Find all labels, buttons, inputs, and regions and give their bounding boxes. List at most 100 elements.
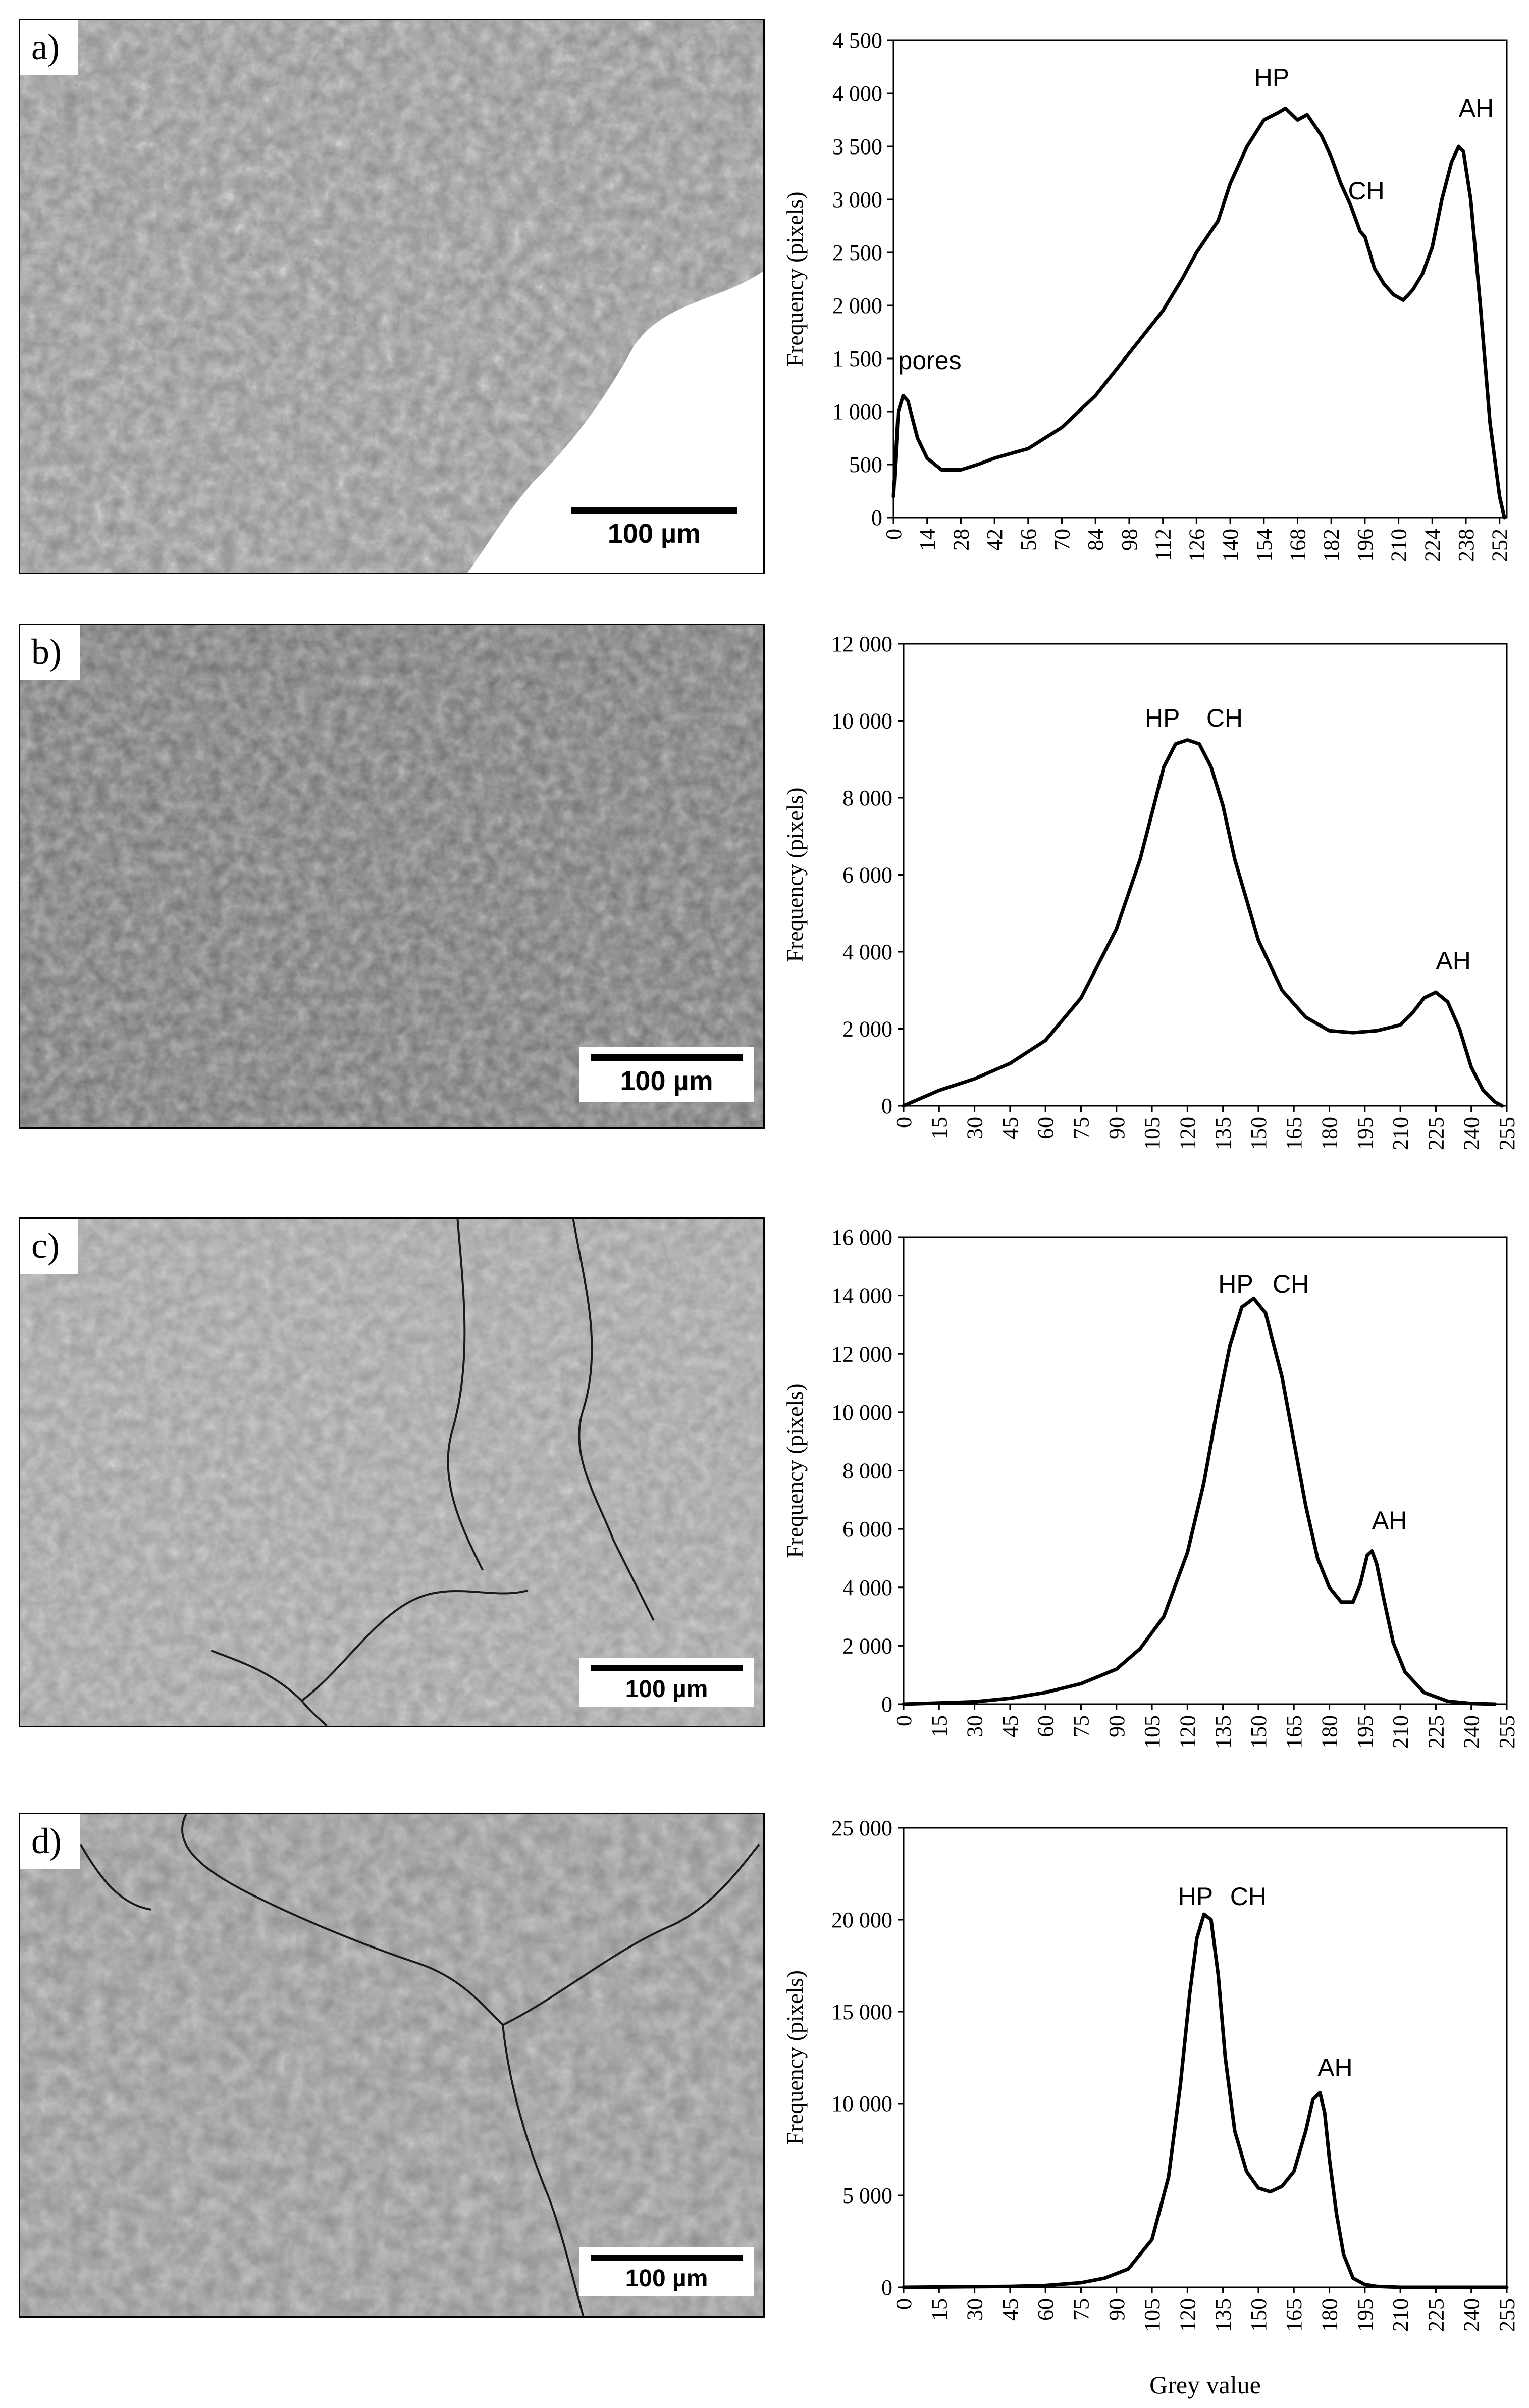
chart-3-peak-label: HP xyxy=(1178,1882,1213,1911)
chart-0-x-tick-label: 28 xyxy=(948,529,973,551)
chart-a: 0 500 1 000 1 500 2 000 2 500 3 000 3 500 4 000 4… xyxy=(772,10,1519,586)
chart-1-y-tick-label: 6 000 xyxy=(842,863,892,888)
chart-2-y-tick-label: 2 000 xyxy=(842,1633,892,1658)
chart-svg-2: 0 2 000 4 000 6 000 8 000 10 000 12 000 14 000 1… xyxy=(782,1225,1519,1749)
chart-2-x-tick-label: 210 xyxy=(1388,1715,1413,1749)
chart-2-x-tick-label: 60 xyxy=(1033,1715,1058,1737)
chart-1-x-tick-label: 30 xyxy=(963,1117,987,1139)
chart-2-x-tick-label: 165 xyxy=(1282,1715,1306,1749)
chart-2-x-tick-label: 120 xyxy=(1175,1715,1200,1749)
scale-bar-a: 100 µm xyxy=(558,500,750,554)
chart-3-x-tick-label: 135 xyxy=(1211,2298,1236,2332)
chart-2-y-tick-label: 12 000 xyxy=(831,1342,892,1366)
chart-2-x-tick-label: 15 xyxy=(927,1715,952,1737)
chart-3-x-tick-label: 180 xyxy=(1317,2298,1342,2332)
chart-0-x-tick-label: 84 xyxy=(1083,529,1108,551)
panel-label-b: b) xyxy=(20,625,80,680)
chart-0-plot-frame xyxy=(892,39,1508,519)
chart-0-y-axis-label: Frequency (pixels) xyxy=(782,191,808,366)
chart-b: 0 2 000 4 000 6 000 8 000 10 000 12 000 0 15 30 45… xyxy=(772,613,1519,1179)
chart-1-x-tick-label: 75 xyxy=(1069,1117,1093,1139)
chart-svg-0: 0 500 1 000 1 500 2 000 2 500 3 000 3 500 4 000 4… xyxy=(782,28,1512,562)
chart-0-x-tick-label: 112 xyxy=(1151,529,1176,561)
chart-3-plot-frame xyxy=(903,1827,1508,2288)
chart-0-x-tick-label: 126 xyxy=(1184,529,1209,562)
chart-1-x-tick-label: 165 xyxy=(1282,1117,1306,1150)
crack-lines-d xyxy=(79,1814,760,2316)
micrograph-image-a xyxy=(20,20,763,573)
chart-3-x-tick-label: 0 xyxy=(891,2298,916,2310)
chart-2-y-tick-label: 0 xyxy=(881,1692,892,1717)
chart-2-x-tick-label: 180 xyxy=(1317,1715,1342,1749)
chart-1-peak-label: CH xyxy=(1206,704,1243,732)
scale-bar-label-c: 100 µm xyxy=(625,1676,708,1703)
chart-3-x-tick-label: 105 xyxy=(1140,2298,1165,2332)
micrograph-a: a) 100 µm xyxy=(19,19,765,574)
chart-2-peak-label: HP xyxy=(1218,1270,1253,1298)
scale-bar-b: 100 µm xyxy=(579,1047,754,1102)
chart-0-x-tick-label: 224 xyxy=(1420,529,1445,562)
chart-1-y-tick-label: 8 000 xyxy=(842,786,892,810)
chart-1-x-tick-label: 45 xyxy=(998,1117,1023,1139)
chart-svg-3: 0 5 000 10 000 15 000 20 000 25 000 0 15 30 45 60 7… xyxy=(782,1816,1519,2399)
chart-0-x-tick-label: 168 xyxy=(1285,529,1310,562)
chart-3-x-tick-label: 195 xyxy=(1353,2298,1378,2332)
chart-1-peak-label: HP xyxy=(1145,704,1180,732)
chart-2-x-tick-label: 90 xyxy=(1104,1715,1129,1737)
chart-0-y-tick-label: 4 000 xyxy=(832,81,882,106)
chart-1-x-tick-label: 225 xyxy=(1423,1117,1448,1150)
chart-2-y-tick-label: 8 000 xyxy=(842,1459,892,1483)
chart-0-x-tick-label: 42 xyxy=(982,529,1007,551)
chart-2-y-tick-label: 16 000 xyxy=(831,1225,892,1250)
chart-2-x-tick-label: 105 xyxy=(1140,1715,1165,1749)
chart-1-x-tick-label: 195 xyxy=(1353,1117,1378,1150)
chart-3-x-tick-label: 45 xyxy=(998,2298,1023,2321)
chart-3-x-tick-label: 90 xyxy=(1104,2298,1129,2321)
scale-bar-c: 100 µm xyxy=(579,1658,754,1707)
chart-1-y-tick-label: 4 000 xyxy=(842,940,892,964)
chart-svg-1: 0 2 000 4 000 6 000 8 000 10 000 12 000 0 15 30 45… xyxy=(782,632,1519,1150)
chart-3-x-tick-label: 75 xyxy=(1069,2298,1093,2321)
chart-0-x-tick-label: 238 xyxy=(1454,529,1479,562)
chart-0-x-tick-label: 210 xyxy=(1387,529,1411,562)
micrograph-image-c xyxy=(20,1219,763,1726)
chart-1-x-tick-label: 60 xyxy=(1033,1117,1058,1139)
chart-0-x-tick-label: 14 xyxy=(915,529,940,551)
chart-1-x-tick-label: 135 xyxy=(1211,1117,1236,1150)
chart-0-x-tick-label: 182 xyxy=(1319,529,1344,562)
chart-3-x-tick-label: 255 xyxy=(1495,2298,1519,2332)
chart-2-y-tick-label: 6 000 xyxy=(842,1517,892,1542)
chart-0-y-tick-label: 2 500 xyxy=(832,240,882,265)
chart-0-x-tick-label: 98 xyxy=(1117,529,1142,551)
chart-1-y-tick-label: 10 000 xyxy=(831,709,892,734)
chart-0-y-tick-label: 4 500 xyxy=(832,28,882,53)
chart-0-y-tick-label: 3 000 xyxy=(832,187,882,212)
chart-2-x-tick-label: 255 xyxy=(1495,1715,1519,1749)
chart-1-y-axis-label: Frequency (pixels) xyxy=(782,787,808,962)
chart-3-x-tick-label: 150 xyxy=(1246,2298,1271,2332)
chart-3-peak-label: AH xyxy=(1317,2053,1352,2081)
chart-1-plot-frame xyxy=(903,643,1508,1107)
chart-1-peak-label: AH xyxy=(1436,946,1470,975)
chart-1-x-tick-label: 0 xyxy=(891,1117,916,1128)
chart-3-x-tick-label: 60 xyxy=(1033,2298,1058,2321)
micrograph-d: d) 100 µm xyxy=(19,1813,765,2318)
chart-1-x-tick-label: 105 xyxy=(1140,1117,1165,1150)
micrograph-image-d xyxy=(20,1814,763,2316)
chart-1-x-tick-label: 180 xyxy=(1317,1117,1342,1150)
chart-3-x-tick-label: 210 xyxy=(1388,2298,1413,2332)
micrograph-image-b xyxy=(20,625,763,1127)
chart-2-x-tick-label: 195 xyxy=(1353,1715,1378,1749)
scale-bar-label-a: 100 µm xyxy=(607,519,701,549)
chart-0-x-tick-label: 56 xyxy=(1016,529,1041,551)
chart-0-x-tick-label: 154 xyxy=(1252,529,1277,562)
chart-3-x-tick-label: 30 xyxy=(963,2298,987,2321)
chart-0-x-tick-label: 0 xyxy=(881,529,906,540)
chart-0-y-tick-label: 0 xyxy=(871,505,882,530)
chart-3-y-tick-label: 20 000 xyxy=(831,1908,892,1932)
chart-3-y-tick-label: 10 000 xyxy=(831,2091,892,2116)
chart-1-x-tick-label: 240 xyxy=(1459,1117,1484,1150)
chart-2-x-tick-label: 150 xyxy=(1246,1715,1271,1749)
chart-1-x-tick-label: 255 xyxy=(1495,1117,1519,1150)
chart-3-series-line-0 xyxy=(902,1912,1509,2289)
